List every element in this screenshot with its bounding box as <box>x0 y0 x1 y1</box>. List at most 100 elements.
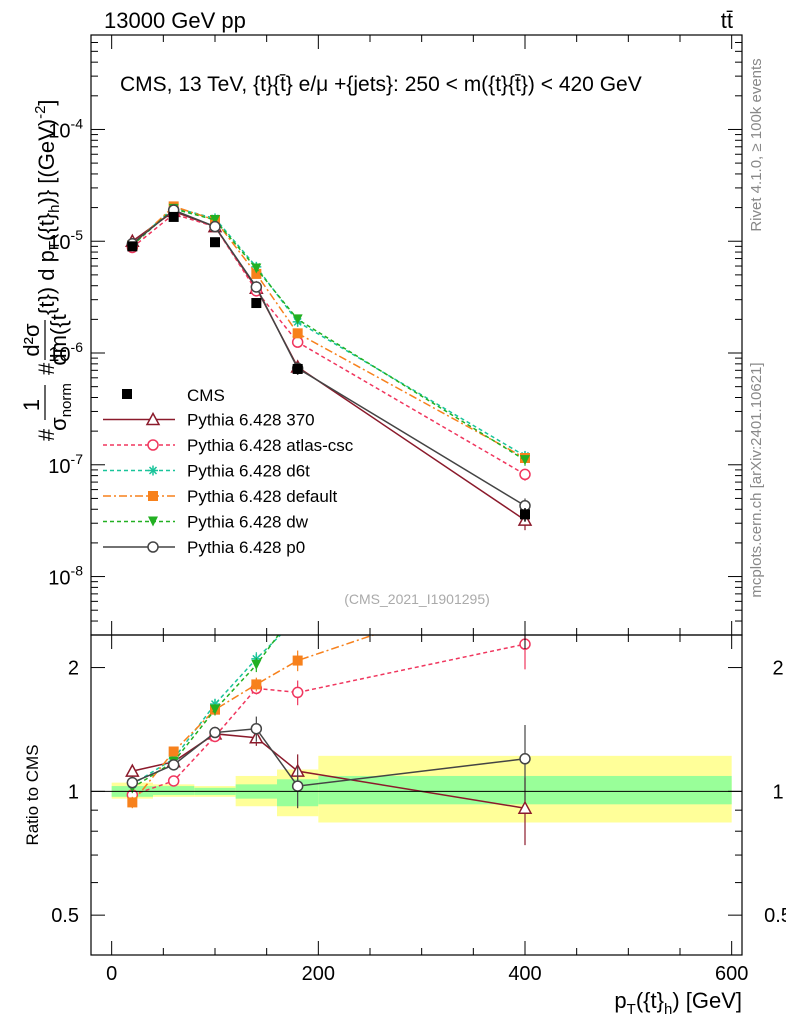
ratio-series-point <box>125 763 140 777</box>
legend-label: Pythia 6.428 370 <box>187 411 315 430</box>
legend-marker <box>148 516 158 527</box>
ratio-series-line <box>132 727 526 787</box>
main-series-line <box>131 209 526 507</box>
main-series-point <box>209 220 221 233</box>
main-y-axis-title: # 1 σnorm # d²σ dm({t {t}) d pT({t}h)} [… <box>19 99 75 441</box>
legend-label: Pythia 6.428 default <box>187 487 338 506</box>
ratio-series-point <box>251 659 262 670</box>
legend-label: CMS <box>187 386 225 405</box>
main-y-tick-label: 10-4 <box>48 115 83 142</box>
legend-label: Pythia 6.428 dw <box>187 513 309 532</box>
ratio-series-point <box>517 800 533 814</box>
ratio-series-point <box>291 780 304 792</box>
tick-exponent: -4 <box>71 115 84 131</box>
x-axis-title: pT({t}h) [GeV] <box>614 988 742 1018</box>
ratio-y-tick-label: 0.5 <box>51 905 79 927</box>
star-stroke <box>148 466 158 475</box>
main-plot-title: CMS, 13 TeV, {t}{t̄} e/μ +{jets}: 250 < … <box>120 73 642 96</box>
main-series-point <box>292 328 303 339</box>
analysis-watermark: (CMS_2021_I1901295) <box>344 591 490 607</box>
legend-cms-marker <box>122 389 132 399</box>
collision-energy-label: 13000 GeV pp <box>104 8 246 33</box>
ylabel-rest-sub: T <box>46 241 63 250</box>
ylabel-frac1-den: σ <box>46 417 71 431</box>
ratio-y-axis-title: Ratio to CMS <box>23 744 42 845</box>
x-tick-label: 400 <box>508 963 541 985</box>
cms-data-point <box>168 211 179 222</box>
legend-label: Pythia 6.428 p0 <box>187 538 305 557</box>
main-x-axis-ticks <box>111 35 733 635</box>
ratio-y-tick-label-right: 1 <box>772 781 783 803</box>
main-series-point <box>250 281 263 293</box>
ratio-series-line <box>132 733 526 809</box>
ratio-y-tick-label-right: 2 <box>772 658 783 680</box>
legend-label: Pythia 6.428 atlas-csc <box>187 436 354 455</box>
ratio-series-point <box>210 704 220 715</box>
ratio-series-line <box>132 643 526 796</box>
main-series-line <box>131 206 526 457</box>
ratio-y-tick-label: 2 <box>68 658 79 680</box>
rivet-version-label: Rivet 4.1.0, ≥ 100k events <box>748 58 765 231</box>
xlabel-mid-sub: h <box>664 1001 672 1018</box>
tick-base: 10 <box>48 344 70 366</box>
tick-exponent: -7 <box>71 451 84 467</box>
x-tick-label: 600 <box>715 963 748 985</box>
x-tick-label: 0 <box>106 963 117 985</box>
ratio-axis-ticks <box>91 635 742 956</box>
ratio-series-point <box>292 655 303 666</box>
legend-marker <box>148 465 158 476</box>
ratio-plot-frame <box>90 634 743 956</box>
main-panel: 10-410-510-610-710-8 CMS, 13 TeV, {t}{t̄… <box>19 34 743 636</box>
main-y-tick-label: 10-5 <box>48 227 83 254</box>
ratio-panel: 2 2 1 1 0.5 0.5 0 200 400 600 Ratio to CMS pT({t}… <box>23 634 786 1018</box>
x-tick-label: 200 <box>302 963 335 985</box>
main-series-point <box>291 336 304 348</box>
xlabel-mid: ({t} <box>636 988 664 1013</box>
ratio-series-point <box>127 797 138 808</box>
ratio-series-point <box>291 686 304 699</box>
tick-exponent: -6 <box>71 339 84 355</box>
ratio-series-group <box>125 635 533 846</box>
legend-marker <box>147 439 159 451</box>
ylabel-frac1-num: 1 <box>19 399 44 411</box>
main-series-point <box>210 214 220 225</box>
cms-data-point <box>127 241 138 252</box>
ratio-series-point <box>519 753 531 765</box>
ylabel-rest2-sub: h <box>46 205 63 213</box>
main-series-point <box>251 268 262 279</box>
main-series-line <box>131 205 526 459</box>
tick-base: 10 <box>48 456 70 478</box>
ratio-series-point <box>168 746 179 757</box>
tick-base: 10 <box>48 120 70 142</box>
ylabel-hash2: # <box>34 362 59 375</box>
cms-data-point <box>292 363 303 374</box>
mcplots-label: mcplots.cern.ch [arXiv:2401.10621] <box>748 362 765 597</box>
ratio-series-point <box>167 759 180 771</box>
ratio-series-point <box>126 776 139 789</box>
ylabel-hash1: # <box>34 428 59 441</box>
main-y-axis-labels: 10-410-510-610-710-8 <box>48 115 83 589</box>
main-y-tick-label: 10-7 <box>48 451 83 478</box>
ratio-series-point <box>167 775 180 787</box>
ratio-series-line <box>131 635 376 803</box>
ratio-stat-band <box>153 786 195 795</box>
main-series-point <box>519 468 531 481</box>
main-series-point <box>292 314 303 325</box>
ylabel-rest3-sup: -2 <box>32 106 49 119</box>
ylabel-frac1-den-sub: norm <box>58 383 75 417</box>
ylabel-rest2: ({t} <box>34 213 59 241</box>
ratio-series-line <box>131 635 282 785</box>
ylabel-rest4: ] <box>34 99 59 105</box>
xlabel-end: ) [GeV] <box>672 988 742 1013</box>
cms-data-point <box>520 509 530 520</box>
cms-data-point <box>251 298 262 309</box>
tick-exponent: -8 <box>71 563 84 579</box>
ratio-axis-labels: 2 2 1 1 0.5 0.5 0 200 400 600 <box>51 658 786 985</box>
legend-marker <box>145 411 161 426</box>
ratio-series-clipped <box>125 635 533 846</box>
xlabel-p-sub: T <box>627 1001 636 1018</box>
ylabel-rest3: )} [(GeV) <box>34 119 59 205</box>
main-y-axis-ticks <box>91 34 742 636</box>
main-series-point <box>520 455 530 466</box>
